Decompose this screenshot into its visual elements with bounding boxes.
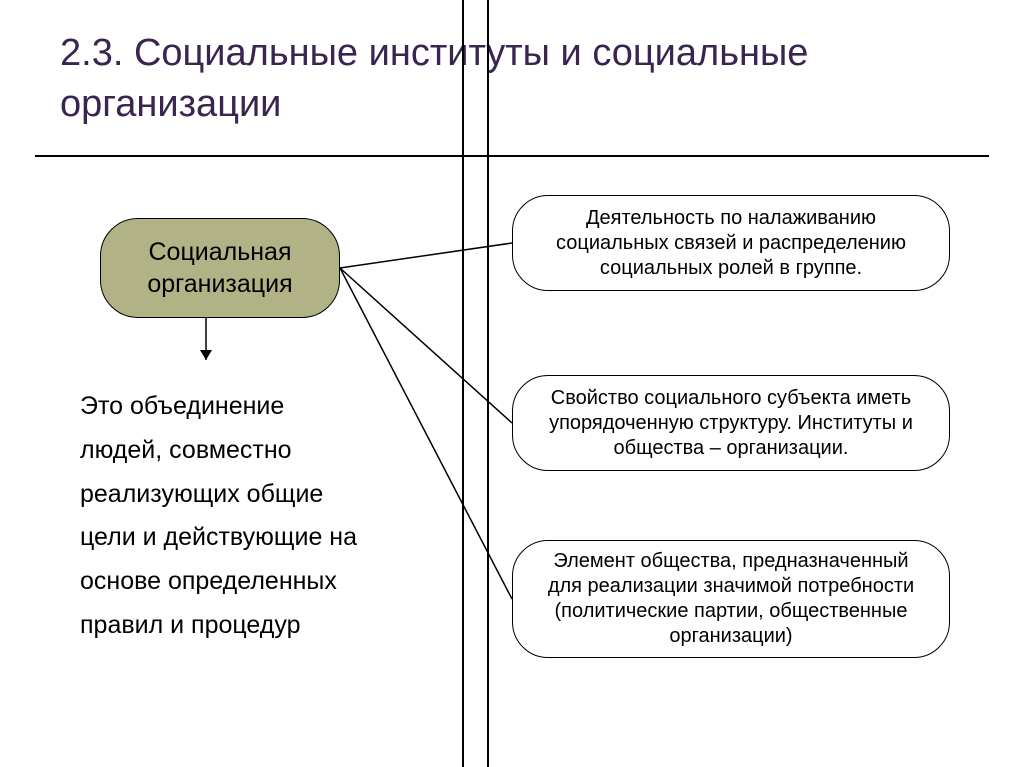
horizontal-rule <box>35 155 989 157</box>
slide: 2.3. Социальные институты и социальные о… <box>0 0 1024 767</box>
definition-node-text: Деятельность по налаживанию социальных с… <box>535 206 927 281</box>
definition-node-text: Свойство социального субъекта иметь упор… <box>535 386 927 461</box>
vertical-rule-1 <box>462 0 464 767</box>
main-concept-node: Социальная организация <box>100 218 340 318</box>
vertical-rule-2 <box>487 0 489 767</box>
definition-node-1: Деятельность по налаживанию социальных с… <box>512 195 950 291</box>
main-concept-label: Социальная организация <box>147 236 292 301</box>
definition-node-2: Свойство социального субъекта иметь упор… <box>512 375 950 471</box>
slide-title: 2.3. Социальные институты и социальные о… <box>60 28 940 131</box>
definition-node-3: Элемент общества, предназначенный для ре… <box>512 540 950 658</box>
definition-text: Это объединение людей, совместно реализу… <box>80 385 440 648</box>
definition-node-text: Элемент общества, предназначенный для ре… <box>535 549 927 649</box>
